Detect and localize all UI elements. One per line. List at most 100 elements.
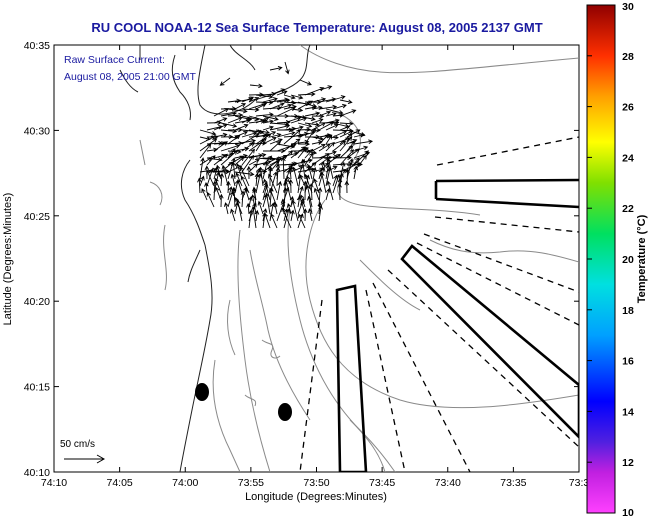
current-vector [292,166,299,187]
current-vector [325,123,339,131]
current-vector [281,207,292,229]
current-vector [320,171,327,194]
current-vector [262,136,277,145]
current-vector [326,180,334,201]
current-vector [264,192,271,215]
current-vector [248,159,260,166]
y-tick-label: 40:25 [24,211,50,223]
current-vector [318,143,331,152]
current-vector [199,129,217,136]
current-vector [309,182,314,201]
colorbar-tick-label: 24 [622,152,634,164]
current-vector [240,190,246,208]
current-vector [284,177,292,201]
current-vector [219,193,224,208]
current-vector [346,139,358,145]
current-vector [318,110,332,117]
current-vector [311,143,326,152]
current-vector [318,104,338,110]
colorbar-tick-label: 22 [622,203,634,215]
current-vector [199,143,212,159]
current-vector [269,121,290,127]
current-vector [283,138,301,152]
current-vector [230,208,236,222]
y-tick-label: 40:20 [24,296,50,308]
current-vector [344,180,350,194]
current-vector [255,138,265,152]
current-vector [199,175,205,187]
current-vector [290,125,304,131]
current-vector [263,212,271,229]
current-vector [297,174,303,194]
current-vector [254,209,260,222]
current-vector [255,129,271,135]
current-vector [223,202,229,215]
current-vector [325,112,337,117]
current-vector [297,141,311,147]
current-vector [353,165,359,180]
current-vector [311,97,327,103]
current-vector [325,188,331,201]
current-vector [297,122,313,128]
current-vector [255,100,274,105]
marker-west [195,383,209,401]
current-vector [262,155,273,166]
current-vector [234,130,249,138]
current-vector [339,133,353,145]
current-vector [240,175,250,194]
x-tick-label: 74:10 [41,477,67,489]
current-vector [241,96,255,103]
colorbar-tick-label: 28 [622,51,634,63]
current-vector [339,121,354,126]
current-vector [298,213,306,229]
current-vector [269,102,285,110]
current-vector [227,191,235,208]
colorbar-tick-label: 26 [622,102,634,114]
current-vector [231,186,237,208]
current-vector [325,166,332,187]
current-vector [276,131,296,138]
current-vector [332,140,347,152]
current-vector [220,144,241,152]
current-vector [234,171,255,177]
current-vector [286,202,292,215]
current-vector [297,100,314,110]
scale-arrow [64,454,106,464]
current-vector [283,164,294,173]
current-vector [248,96,260,103]
current-vector [227,112,244,118]
current-vector [268,173,278,194]
x-tick-label: 73:3 [569,477,590,489]
current-vector [227,108,248,114]
map-frame [53,44,580,473]
axis-tick-marks [53,44,580,473]
current-vector [276,103,293,110]
current-vector [276,180,283,201]
current-vector [304,152,314,166]
current-vector [213,153,229,166]
y-tick-label: 40:15 [24,382,50,394]
colorbar-tick-label: 14 [622,406,634,418]
current-vector [227,157,236,180]
current-vector [213,123,228,131]
current-vector [353,133,365,138]
current-vector [325,164,331,180]
current-vector [220,122,238,128]
current-vector [346,158,354,180]
current-vector [346,148,361,159]
current-vector [299,79,312,86]
x-tick-label: 73:40 [435,477,461,489]
current-vector [255,172,262,194]
current-vector [311,136,324,141]
current-vector [325,134,333,145]
current-vector [337,182,342,201]
current-vector [246,165,252,180]
current-vector [276,90,288,96]
current-vector [236,179,243,194]
current-vector [339,161,346,180]
current-vector [332,103,347,110]
x-tick-labels: 74:10 74:05 74:00 73:55 73:50 73:45 73:40 73:35… [41,477,590,489]
x-tick-label: 73:35 [500,477,526,489]
current-vector [283,100,297,106]
